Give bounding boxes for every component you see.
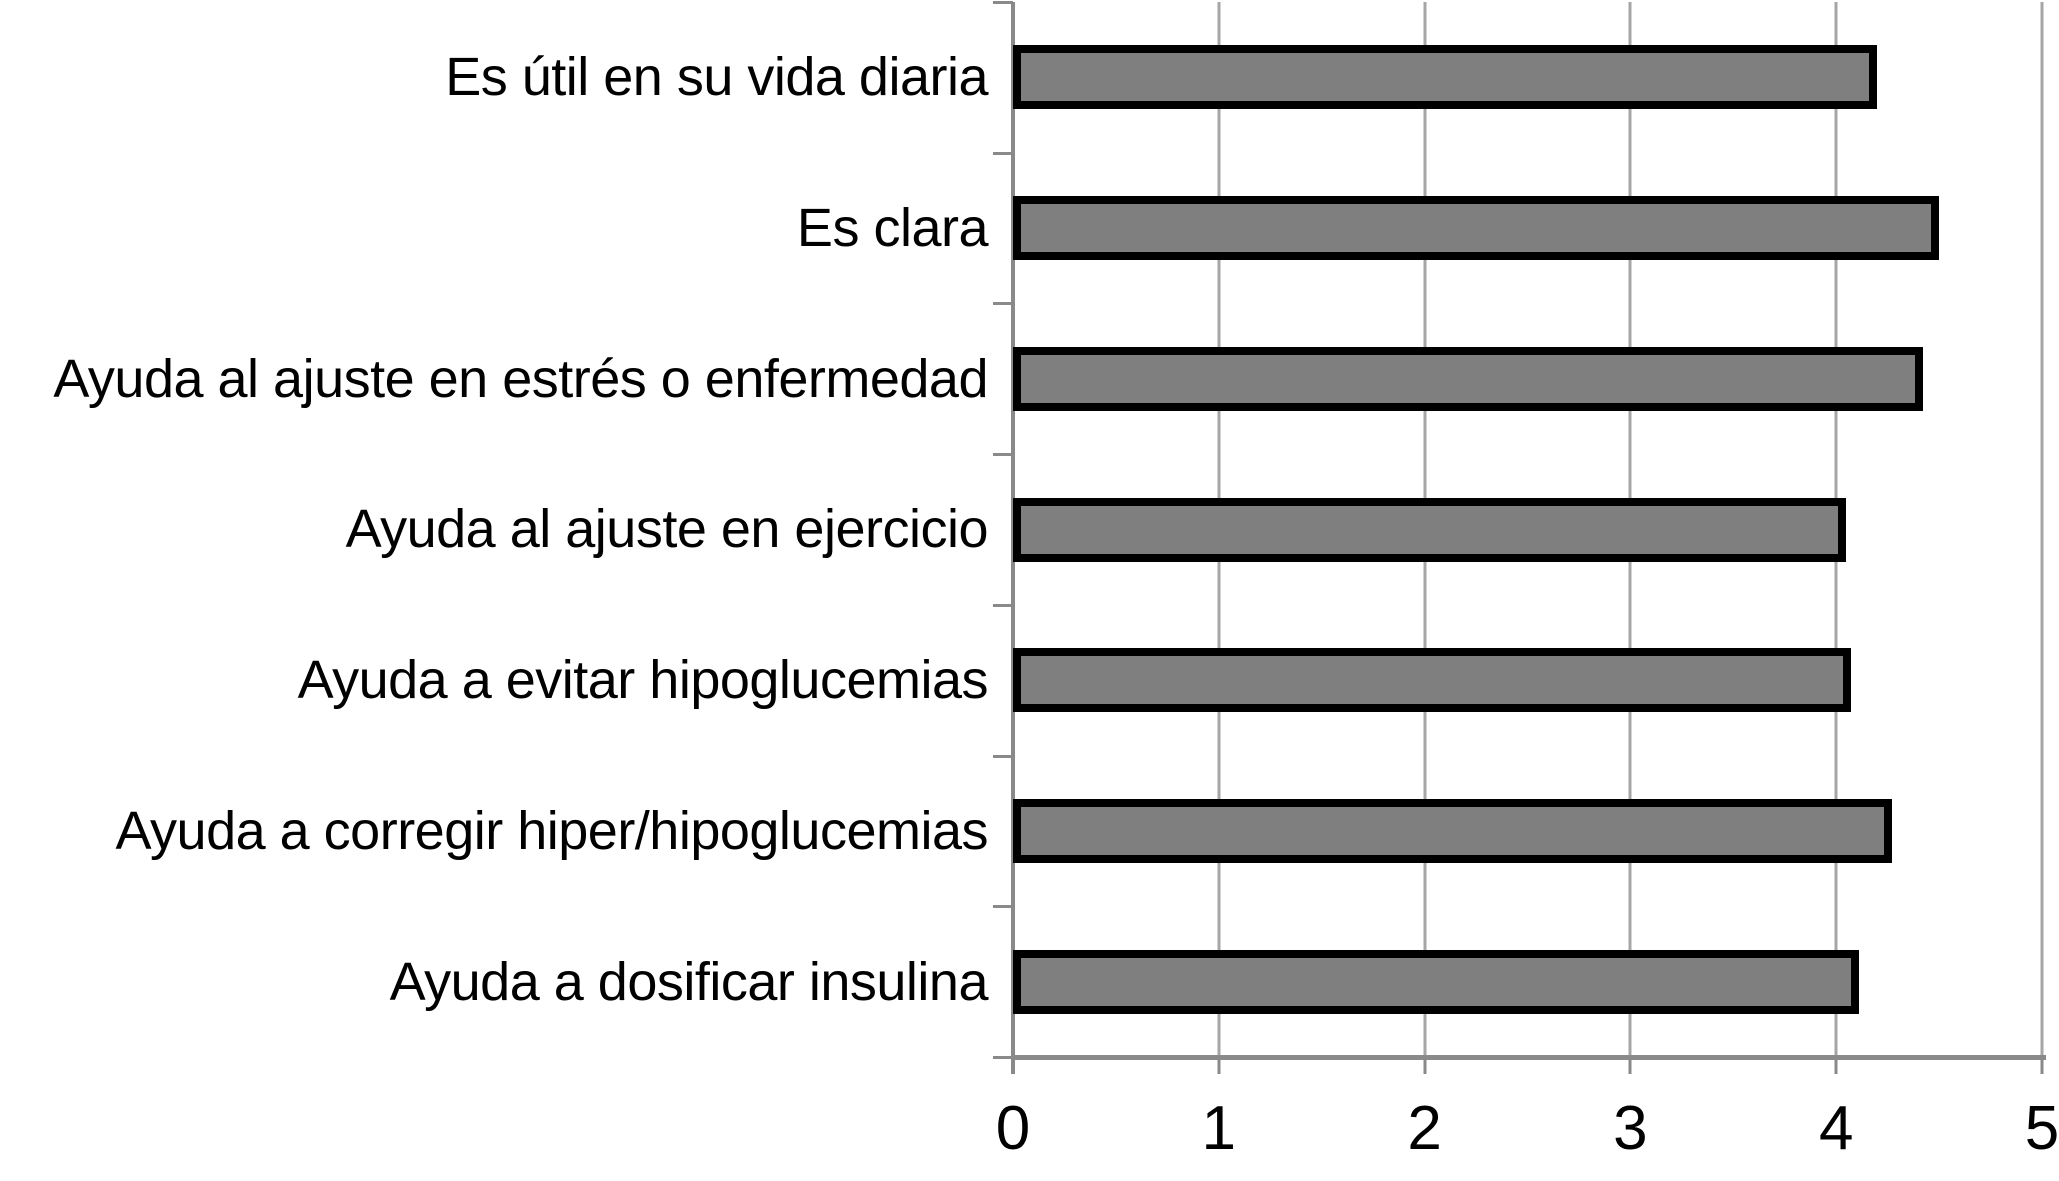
category-label: Ayuda a corregir hiper/hipoglucemias [115,800,989,861]
bar [1013,799,1892,863]
bar [1013,498,1846,562]
y-tick-mark [993,151,1013,155]
y-tick-mark [993,1,1013,4]
category-label: Ayuda al ajuste en estrés o enfermedad [53,348,988,409]
bar [1013,196,1939,260]
bar [1013,950,1859,1014]
x-tick-label: 4 [1818,1094,1854,1163]
y-tick-mark [993,905,1013,909]
x-tick-mark [2040,1057,2044,1074]
y-tick-mark [993,603,1013,607]
x-tick-label: 0 [995,1094,1031,1163]
category-label: Ayuda a dosificar insulina [389,951,989,1012]
category-label: Ayuda al ajuste en ejercicio [345,499,989,560]
category-label: Ayuda a evitar hipoglucemias [297,650,989,711]
x-tick-label: 2 [1407,1094,1442,1163]
category-label: Es útil en su vida diaria [445,47,988,108]
bar [1013,347,1923,411]
x-tick-mark [1834,1057,1838,1074]
x-tick-label: 1 [1201,1094,1237,1163]
x-tick-mark [1423,1057,1427,1074]
category-label: Es clara [796,198,989,259]
y-tick-mark [993,754,1013,758]
x-tick-mark [1217,1057,1221,1074]
x-tick-label: 5 [2024,1094,2059,1163]
x-tick-mark [1628,1057,1632,1074]
x-tick-label: 3 [1613,1094,1648,1163]
bar [1013,45,1877,109]
gridline [2040,2,2044,1057]
bar [1013,648,1851,712]
y-tick-mark [993,302,1013,306]
y-tick-mark [993,1056,1013,1059]
x-axis-line [1011,1055,2046,1060]
y-tick-mark [993,453,1013,457]
